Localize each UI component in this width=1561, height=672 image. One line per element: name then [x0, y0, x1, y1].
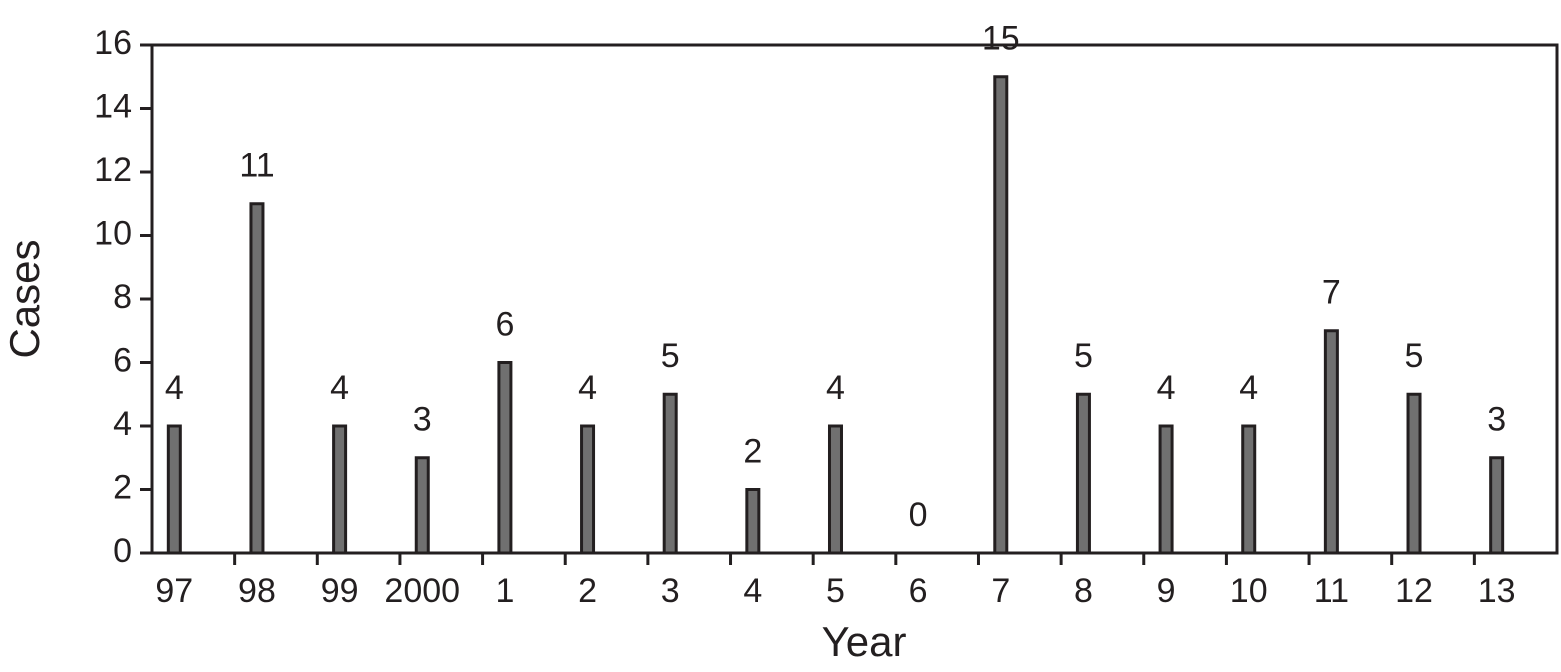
bar: [1075, 392, 1091, 555]
x-tick-label: 7: [991, 572, 1010, 610]
value-label: 5: [1074, 337, 1093, 375]
bar: [993, 75, 1009, 555]
bar: [249, 202, 265, 555]
bar: [332, 424, 348, 555]
value-label: 0: [909, 496, 928, 534]
y-tick-label: 6: [113, 341, 132, 379]
plot-frame: [150, 43, 1559, 555]
x-tick-label: 9: [1157, 572, 1176, 610]
y-tick-label: 2: [113, 468, 132, 506]
bar: [745, 488, 761, 555]
value-label: 11: [239, 147, 274, 185]
x-tick-label: 12: [1395, 572, 1433, 610]
value-label: 5: [661, 337, 680, 375]
bar: [414, 456, 430, 555]
x-tick-label: 98: [238, 572, 276, 610]
x-axis-title: Year: [822, 618, 907, 665]
x-tick-label: 13: [1478, 572, 1516, 610]
x-tick-label: 6: [909, 572, 928, 610]
x-tick-label: 11: [1314, 572, 1349, 610]
value-label: 4: [165, 369, 184, 407]
y-tick-label: 16: [94, 24, 132, 62]
x-tick-label: 8: [1074, 572, 1093, 610]
x-tick-label: 1: [495, 572, 514, 610]
bar: [1323, 329, 1339, 555]
value-label: 3: [1487, 401, 1506, 439]
value-label: 3: [413, 401, 432, 439]
bar: [827, 424, 843, 555]
x-tick-label: 97: [155, 572, 193, 610]
y-axis-title: Cases: [1, 239, 48, 358]
y-tick-label: 4: [113, 405, 132, 443]
value-label: 4: [330, 369, 349, 407]
y-tick-label: 10: [94, 214, 132, 252]
value-label: 4: [578, 369, 597, 407]
value-label: 2: [743, 432, 762, 470]
bar: [497, 361, 513, 555]
x-tick-label: 3: [661, 572, 680, 610]
value-label: 5: [1405, 337, 1424, 375]
x-tick-label: 10: [1230, 572, 1268, 610]
value-label: 4: [1239, 369, 1258, 407]
value-label: 4: [826, 369, 845, 407]
y-tick-label: 8: [113, 278, 132, 316]
x-tick-label: 4: [743, 572, 762, 610]
x-tick-label: 99: [321, 572, 359, 610]
bar: [580, 424, 596, 555]
value-label: 7: [1322, 274, 1341, 312]
value-label: 6: [495, 305, 514, 343]
bar: [1158, 424, 1174, 555]
value-label: 15: [982, 20, 1020, 58]
y-tick-label: 12: [94, 151, 132, 189]
bar: [662, 392, 678, 555]
y-tick-label: 0: [113, 532, 132, 570]
bar: [1406, 392, 1422, 555]
bar: [166, 424, 182, 555]
value-label: 4: [1157, 369, 1176, 407]
bar: [1241, 424, 1257, 555]
bar: [1489, 456, 1505, 555]
x-tick-label: 2: [578, 572, 597, 610]
x-tick-label: 5: [826, 572, 845, 610]
y-tick-label: 14: [94, 87, 132, 125]
x-tick-label: 2000: [384, 572, 460, 610]
